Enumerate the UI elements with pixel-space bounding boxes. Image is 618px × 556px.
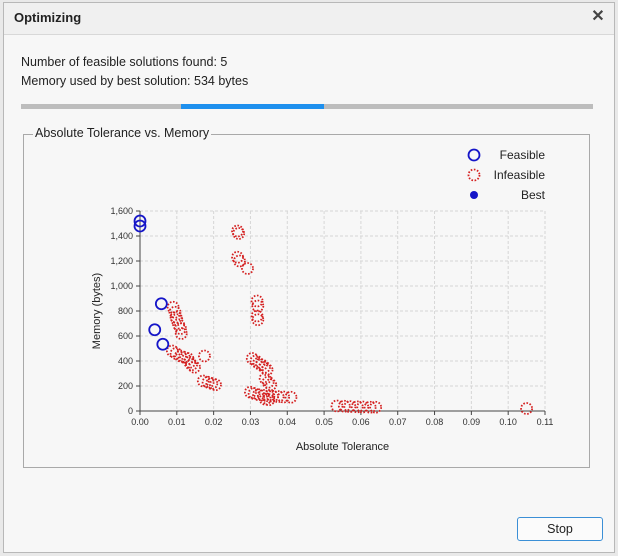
x-tick-label: 0.02 [205, 417, 223, 427]
dialog-title: Optimizing [14, 10, 82, 25]
legend-label-best: Best [521, 188, 546, 202]
infeasible-point [247, 387, 261, 400]
infeasible-point [174, 322, 187, 335]
infeasible-point [251, 299, 265, 313]
infeasible-point [168, 305, 182, 319]
legend-label-feasible: Feasible [500, 148, 546, 162]
infeasible-point [169, 347, 183, 360]
infeasible-point [170, 313, 184, 327]
x-tick-label: 0.04 [279, 417, 297, 427]
legend-label-infeasible: Infeasible [494, 168, 546, 182]
infeasible-point [258, 360, 271, 374]
infeasible-point [337, 399, 351, 413]
infeasible-point [277, 390, 290, 404]
x-tick-label: 0.03 [242, 417, 260, 427]
infeasible-point [177, 350, 191, 364]
progress-bar-fill [181, 104, 325, 109]
infeasible-point [262, 393, 276, 407]
x-tick-label: 0.08 [426, 417, 444, 427]
infeasible-point [356, 400, 370, 414]
infeasible-point [166, 300, 180, 314]
plot-panel-label: Absolute Tolerance vs. Memory [33, 126, 212, 140]
infeasible-point [264, 378, 278, 392]
infeasible-point [196, 374, 210, 388]
infeasible-point [244, 385, 257, 399]
optimizing-dialog: Optimizing ✕ [3, 2, 615, 553]
feasible-count-text: Number of feasible solutions found: 5 [21, 55, 228, 69]
infeasible-point [169, 310, 183, 324]
infeasible-point [262, 389, 276, 403]
y-tick-label: 800 [118, 306, 133, 316]
infeasible-point [258, 392, 272, 406]
infeasible-point [232, 227, 246, 240]
infeasible-point [233, 254, 246, 268]
x-tick-label: 0.01 [168, 417, 186, 427]
title-bar: Optimizing ✕ [4, 3, 614, 35]
feasible-point [154, 297, 168, 311]
best-memory-text: Memory used by best solution: 534 bytes [21, 74, 249, 88]
infeasible-point [520, 402, 533, 415]
y-tick-label: 600 [118, 331, 133, 341]
infeasible-point [255, 358, 268, 372]
infeasible-point [250, 294, 264, 308]
x-tick-label: 0.05 [315, 417, 333, 427]
infeasible-point [350, 400, 364, 414]
infeasible-point [249, 354, 263, 368]
x-tick-label: 0.10 [499, 417, 517, 427]
infeasible-point [174, 327, 188, 340]
infeasible-point [231, 224, 244, 238]
infeasible-point [209, 378, 222, 392]
legend-marker-infeasible [467, 168, 481, 182]
infeasible-point [369, 400, 383, 414]
feasible-point [133, 219, 147, 233]
infeasible-point [174, 349, 187, 363]
infeasible-point [251, 313, 265, 327]
feasible-point [148, 323, 162, 337]
legend-marker-feasible [467, 148, 481, 162]
infeasible-point [343, 400, 357, 414]
infeasible-point [260, 363, 274, 377]
x-tick-label: 0.06 [352, 417, 370, 427]
feasible-point [156, 337, 170, 351]
infeasible-point [205, 377, 219, 390]
infeasible-point [185, 358, 198, 372]
infeasible-point [188, 360, 201, 374]
y-tick-label: 1,400 [110, 231, 133, 241]
infeasible-point [363, 400, 377, 414]
progress-bar [21, 104, 593, 109]
plot-panel [23, 134, 590, 468]
x-tick-label: 0.11 [537, 417, 554, 427]
x-axis-label: Absolute Tolerance [296, 441, 389, 453]
infeasible-point [284, 390, 298, 404]
infeasible-point [252, 388, 265, 402]
y-tick-label: 1,200 [110, 256, 133, 266]
y-tick-label: 1,000 [110, 281, 133, 291]
infeasible-point [198, 349, 211, 363]
infeasible-point [201, 375, 215, 389]
y-tick-label: 1,600 [110, 206, 133, 216]
close-icon[interactable]: ✕ [591, 8, 605, 25]
legend-marker-best [470, 191, 478, 199]
infeasible-point [258, 372, 272, 385]
infeasible-point [165, 344, 179, 358]
y-axis-label: Memory (bytes) [91, 273, 103, 349]
stop-button[interactable]: Stop [517, 517, 603, 541]
infeasible-point [245, 352, 259, 365]
feasible-point [133, 214, 147, 228]
infeasible-point [330, 399, 344, 413]
infeasible-point [241, 262, 254, 275]
infeasible-point [266, 389, 279, 403]
y-tick-label: 200 [118, 381, 133, 391]
x-tick-label: 0.07 [389, 417, 407, 427]
x-tick-label: 0.00 [131, 417, 149, 427]
x-tick-label: 0.09 [463, 417, 481, 427]
infeasible-point [252, 357, 265, 370]
y-tick-label: 0 [128, 406, 133, 416]
y-tick-label: 400 [118, 356, 133, 366]
infeasible-point [261, 375, 275, 389]
